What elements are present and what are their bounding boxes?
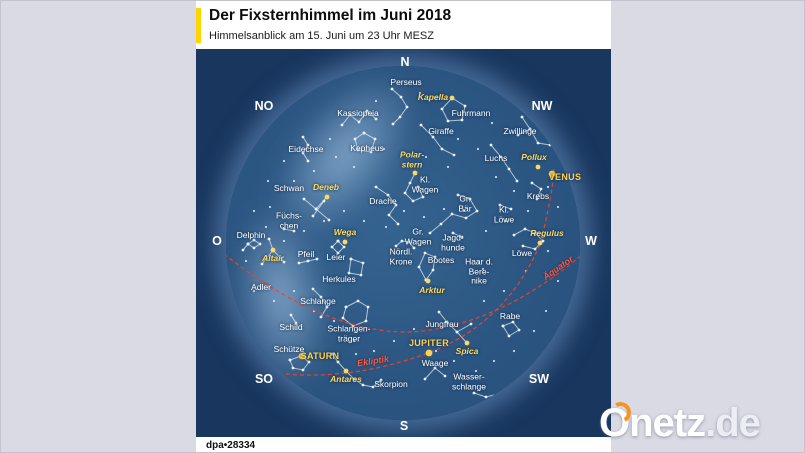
constellation-figures-svg bbox=[226, 87, 580, 399]
infographic-panel: Der Fixsternhimmel im Juni 2018 Himmelsa… bbox=[196, 1, 611, 452]
watermark-text: netz bbox=[629, 401, 706, 445]
credit-label: dpa•28334 bbox=[206, 440, 256, 451]
page-title: Der Fixsternhimmel im Juni 2018 bbox=[209, 7, 452, 24]
sky-contents bbox=[226, 87, 580, 399]
sky-chart: Äquator Ekliptik Kapella Polar- stern Deneb W… bbox=[196, 49, 611, 437]
header: Der Fixsternhimmel im Juni 2018 Himmelsa… bbox=[196, 1, 611, 49]
onetz-watermark: Onetz.de bbox=[599, 401, 761, 446]
watermark-o-letter: O bbox=[599, 401, 630, 445]
horizon-circle bbox=[226, 66, 580, 420]
page-subtitle: Himmelsanblick am 15. Juni um 23 Uhr MES… bbox=[209, 30, 434, 42]
dpa-accent-bar bbox=[196, 8, 201, 43]
watermark-suffix: .de bbox=[705, 401, 761, 445]
